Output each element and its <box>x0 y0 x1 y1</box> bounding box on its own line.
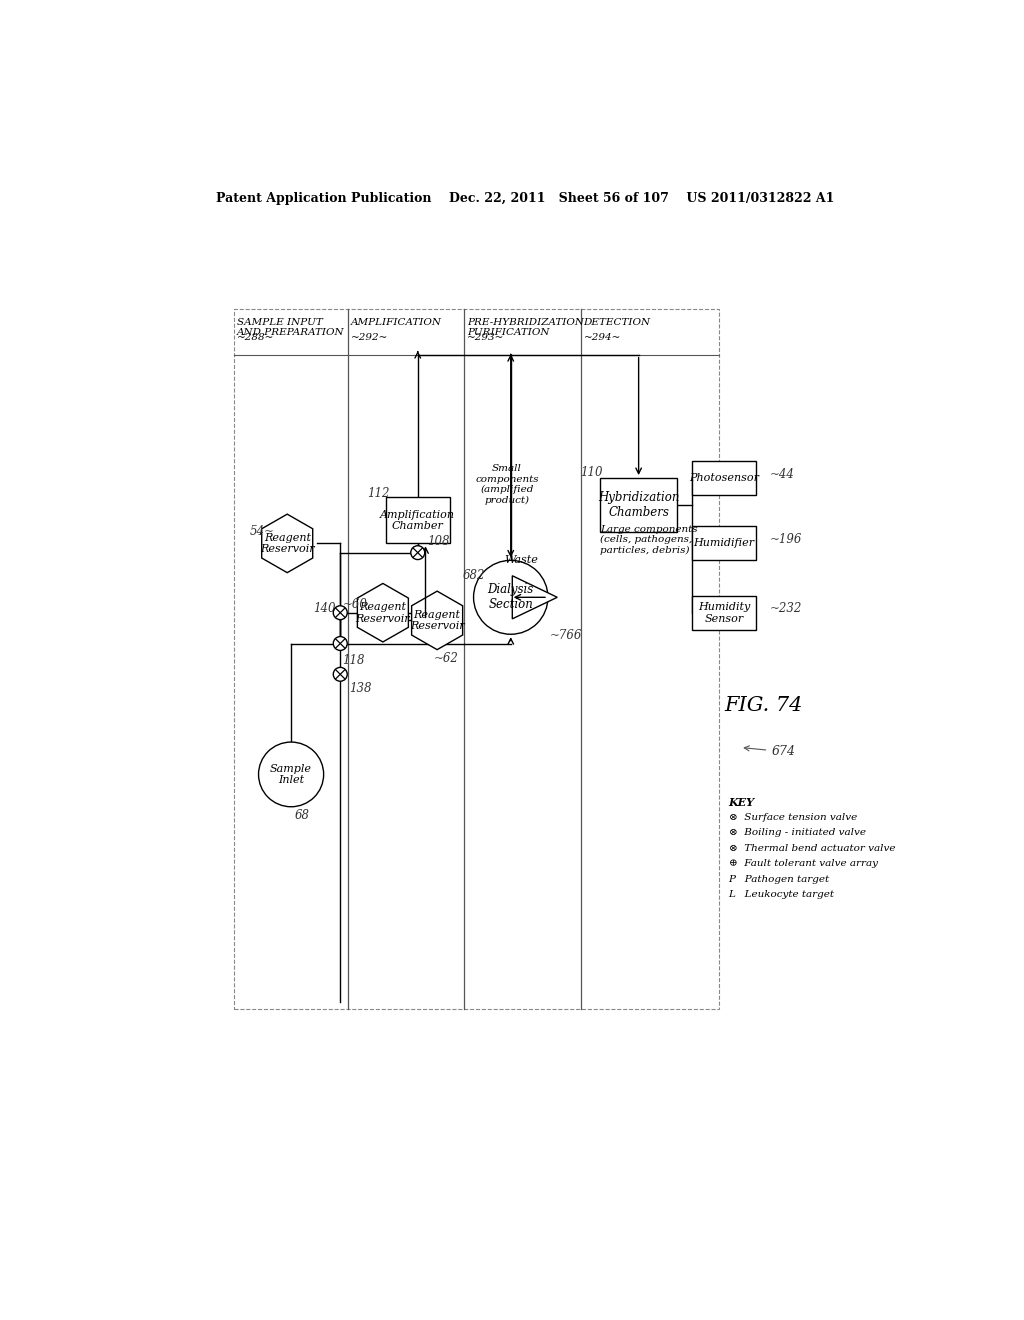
Bar <box>692 595 756 630</box>
Text: ~60: ~60 <box>343 598 368 611</box>
Polygon shape <box>262 515 312 573</box>
Circle shape <box>333 606 347 619</box>
Text: ~44: ~44 <box>770 467 795 480</box>
Bar <box>234 309 719 1010</box>
Text: 68: 68 <box>295 809 310 822</box>
Text: Patent Application Publication    Dec. 22, 2011   Sheet 56 of 107    US 2011/031: Patent Application Publication Dec. 22, … <box>216 191 834 205</box>
Text: 110: 110 <box>581 466 603 479</box>
Text: 138: 138 <box>349 681 372 694</box>
Text: ~292~: ~292~ <box>351 334 388 342</box>
Text: 674: 674 <box>744 746 796 758</box>
Text: ⊕  Fault tolerant valve array: ⊕ Fault tolerant valve array <box>729 859 878 869</box>
Circle shape <box>473 561 548 635</box>
Text: ⊗  Surface tension valve: ⊗ Surface tension valve <box>729 813 857 822</box>
Text: 140: 140 <box>313 602 336 615</box>
Text: Reagent
Reservoir: Reagent Reservoir <box>410 610 465 631</box>
Text: ~766: ~766 <box>550 630 582 643</box>
Text: Photosensor: Photosensor <box>689 473 759 483</box>
Text: Waste: Waste <box>505 556 539 565</box>
Text: AMPLIFICATION: AMPLIFICATION <box>351 318 442 327</box>
Text: Sample
Inlet: Sample Inlet <box>270 763 312 785</box>
Bar <box>692 527 756 561</box>
Text: Amplification
Chamber: Amplification Chamber <box>380 510 456 531</box>
Text: PRE-HYBRIDIZATION
PURIFICATION: PRE-HYBRIDIZATION PURIFICATION <box>467 318 585 337</box>
Text: 118: 118 <box>342 653 365 667</box>
Text: 112: 112 <box>368 487 390 500</box>
Text: Reagent
Reservoir: Reagent Reservoir <box>260 532 314 554</box>
Bar <box>386 498 450 544</box>
Polygon shape <box>412 591 463 649</box>
Text: FIG. 74: FIG. 74 <box>724 696 803 714</box>
Text: ~62: ~62 <box>433 652 458 665</box>
Text: Dialysis
Section: Dialysis Section <box>487 583 534 611</box>
Text: ~293~: ~293~ <box>467 334 505 342</box>
Polygon shape <box>512 576 557 619</box>
Text: Humidifier: Humidifier <box>693 539 755 548</box>
Text: Reagent
Reservoir: Reagent Reservoir <box>355 602 411 623</box>
Circle shape <box>258 742 324 807</box>
Text: Large components
(cells, pathogens,
particles, debris): Large components (cells, pathogens, part… <box>600 525 697 554</box>
Text: ⊗  Boiling - initiated valve: ⊗ Boiling - initiated valve <box>729 829 865 837</box>
Circle shape <box>411 545 425 560</box>
Text: KEY: KEY <box>729 797 755 808</box>
Text: 54~: 54~ <box>250 525 274 539</box>
Text: P   Pathogen target: P Pathogen target <box>729 875 829 883</box>
Text: ⊗  Thermal bend actuator valve: ⊗ Thermal bend actuator valve <box>729 843 895 853</box>
Circle shape <box>333 668 347 681</box>
Polygon shape <box>357 583 409 642</box>
Circle shape <box>333 636 347 651</box>
Text: ~288~: ~288~ <box>238 334 274 342</box>
Text: Small
components
(amplified
product): Small components (amplified product) <box>475 465 539 506</box>
Text: SAMPLE INPUT
AND PREPARATION: SAMPLE INPUT AND PREPARATION <box>238 318 345 337</box>
Text: ~196: ~196 <box>770 533 802 546</box>
Text: Hybridization
Chambers: Hybridization Chambers <box>598 491 679 519</box>
Text: DETECTION: DETECTION <box>584 318 650 327</box>
Text: 682: 682 <box>463 569 485 582</box>
Text: 108: 108 <box>427 535 450 548</box>
Text: Humidity
Sensor: Humidity Sensor <box>697 602 750 623</box>
Bar <box>600 478 678 532</box>
Text: ~232: ~232 <box>770 602 802 615</box>
Text: L   Leukocyte target: L Leukocyte target <box>729 890 835 899</box>
Bar <box>692 461 756 495</box>
Text: ~294~: ~294~ <box>584 334 621 342</box>
